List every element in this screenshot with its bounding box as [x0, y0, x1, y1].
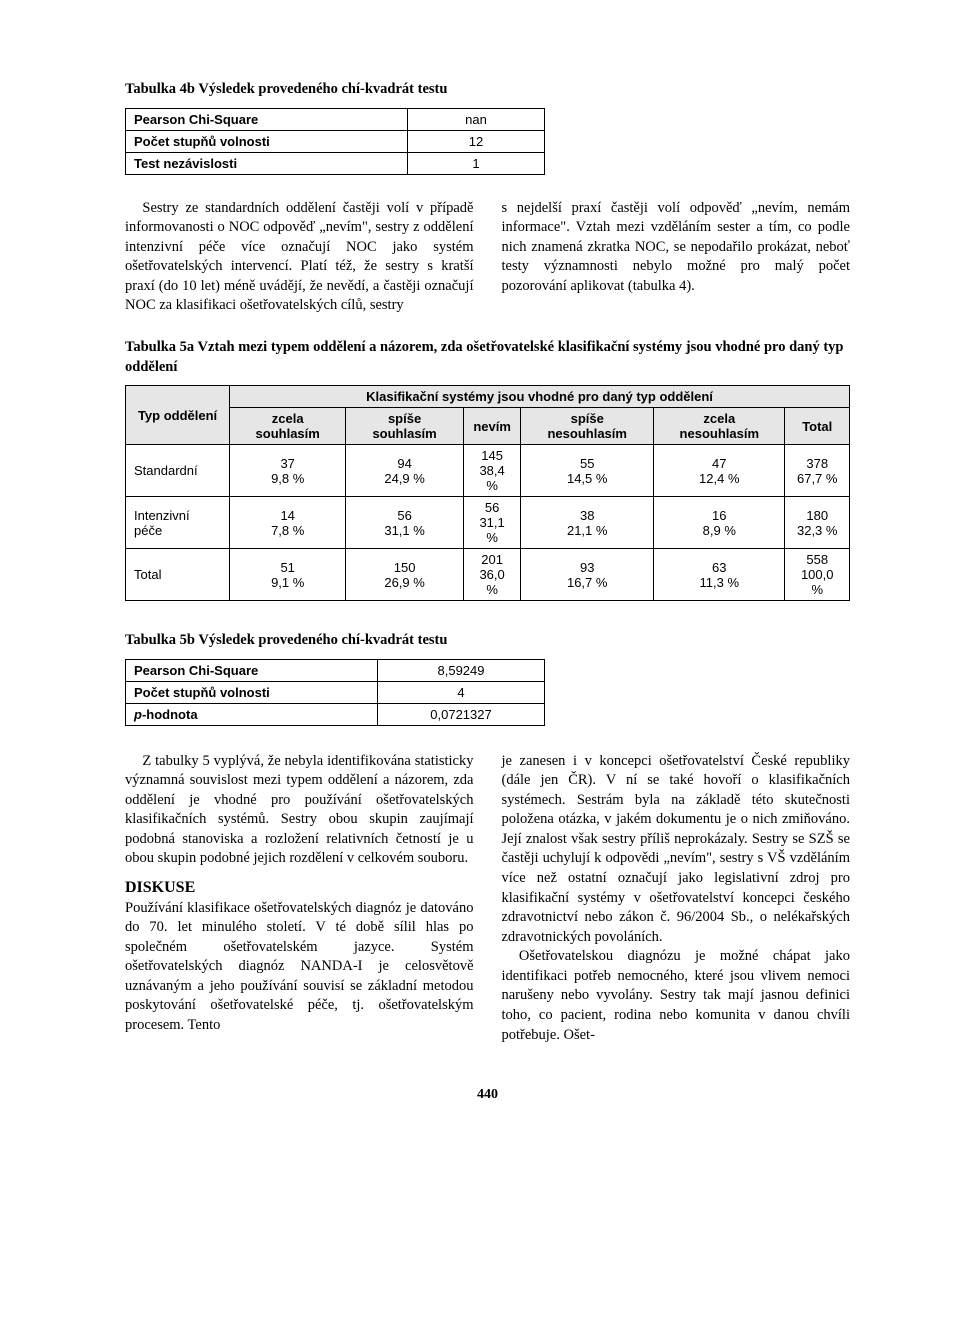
- cell-label: Pearson Chi-Square: [126, 108, 408, 130]
- table-row: Počet stupňů volnosti 4: [126, 681, 545, 703]
- cell: 37867,7 %: [785, 445, 850, 497]
- cell-label: Pearson Chi-Square: [126, 659, 378, 681]
- cell: 558100,0 %: [785, 549, 850, 601]
- cell: 5631,1 %: [463, 497, 520, 549]
- col-head: Total: [785, 408, 850, 445]
- cell-value: 12: [408, 130, 545, 152]
- table-row: Standardní 379,8 % 9424,9 % 14538,4 % 55…: [126, 445, 850, 497]
- cell: 4712,4 %: [654, 445, 785, 497]
- col-head: spíše nesouhlasím: [521, 408, 654, 445]
- table-row: Pearson Chi-Square 8,59249: [126, 659, 545, 681]
- table-row: Intenzivní péče 147,8 % 5631,1 % 5631,1 …: [126, 497, 850, 549]
- cell: 379,8 %: [230, 445, 346, 497]
- col-head: spíše souhlasím: [346, 408, 464, 445]
- body-text: Z tabulky 5 vyplývá, že nebyla identifik…: [125, 752, 850, 1045]
- table-row: Počet stupňů volnosti 12: [126, 130, 545, 152]
- cell: 9424,9 %: [346, 445, 464, 497]
- table5a-caption: Tabulka 5a Vztah mezi typem oddělení a n…: [125, 338, 850, 377]
- cell: 9316,7 %: [521, 549, 654, 601]
- table-row: Pearson Chi-Square nan: [126, 108, 545, 130]
- cell-value: 1: [408, 152, 545, 174]
- col-head: zcela nesouhlasím: [654, 408, 785, 445]
- col-head: zcela souhlasím: [230, 408, 346, 445]
- cell-label: Počet stupňů volnosti: [126, 130, 408, 152]
- table-header-row: Typ oddělení Klasifikační systémy jsou v…: [126, 386, 850, 408]
- para5: Z tabulky 5 vyplývá, že nebyla identifik…: [125, 752, 474, 869]
- table5a: Typ oddělení Klasifikační systémy jsou v…: [125, 385, 850, 601]
- row-label: Total: [126, 549, 230, 601]
- rowheader: Typ oddělení: [126, 386, 230, 445]
- table-row: Total 519,1 % 15026,9 % 20136,0 % 9316,7…: [126, 549, 850, 601]
- cell: 20136,0 %: [463, 549, 520, 601]
- cell-value: 4: [378, 681, 545, 703]
- cell-value: 0,0721327: [378, 703, 545, 725]
- table4b-caption: Tabulka 4b Výsledek provedeného chí-kvad…: [125, 80, 850, 100]
- para4-right: s nejdelší praxí častěji volí odpověď „n…: [502, 199, 851, 297]
- cell: 3821,1 %: [521, 497, 654, 549]
- table5b-caption: Tabulka 5b Výsledek provedeného chí-kvad…: [125, 631, 850, 651]
- page: Tabulka 4b Výsledek provedeného chí-kvad…: [0, 0, 960, 1143]
- cell: 168,9 %: [654, 497, 785, 549]
- cell-value: nan: [408, 108, 545, 130]
- paragraph-after-4b: Sestry ze standardních oddělení častěji …: [125, 199, 850, 316]
- cell: 18032,3 %: [785, 497, 850, 549]
- table-row: p-hodnota 0,0721327: [126, 703, 545, 725]
- table-row: Test nezávislosti 1: [126, 152, 545, 174]
- cell: 519,1 %: [230, 549, 346, 601]
- table-header-row: zcela souhlasím spíše souhlasím nevím sp…: [126, 408, 850, 445]
- table5b: Pearson Chi-Square 8,59249 Počet stupňů …: [125, 659, 545, 726]
- cell: 5514,5 %: [521, 445, 654, 497]
- cell: 5631,1 %: [346, 497, 464, 549]
- cell: 15026,9 %: [346, 549, 464, 601]
- cell-label: p-hodnota: [126, 703, 378, 725]
- cell: 147,8 %: [230, 497, 346, 549]
- col-head: nevím: [463, 408, 520, 445]
- row-label: Intenzivní péče: [126, 497, 230, 549]
- cell-value: 8,59249: [378, 659, 545, 681]
- cell-label: Počet stupňů volnosti: [126, 681, 378, 703]
- cell: 6311,3 %: [654, 549, 785, 601]
- diskuse-heading: DISKUSE: [125, 877, 474, 899]
- diskuse-p3: Ošetřovatelskou diagnózu je možné chápat…: [502, 947, 851, 1045]
- para4-left: Sestry ze standardních oddělení častěji …: [125, 199, 474, 316]
- diskuse-p1: Používání klasifikace ošetřovatelských d…: [125, 899, 474, 1036]
- cell-label: Test nezávislosti: [126, 152, 408, 174]
- table4b: Pearson Chi-Square nan Počet stupňů voln…: [125, 108, 545, 175]
- superheader: Klasifikační systémy jsou vhodné pro dan…: [230, 386, 850, 408]
- diskuse-p2: je zanesen i v koncepci ošetřovatelství …: [502, 752, 851, 948]
- cell: 14538,4 %: [463, 445, 520, 497]
- page-number: 440: [125, 1087, 850, 1103]
- row-label: Standardní: [126, 445, 230, 497]
